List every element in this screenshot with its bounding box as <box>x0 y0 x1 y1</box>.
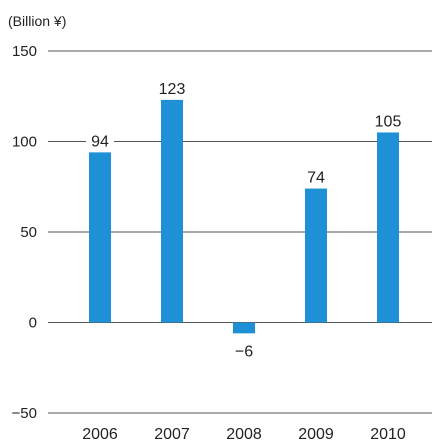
y-tick-label: 50 <box>20 224 37 241</box>
x-tick-label-2006: 2006 <box>82 426 118 440</box>
data-label-2009: 74 <box>307 170 325 187</box>
y-tick-label: 150 <box>12 43 37 60</box>
x-tick-label-2010: 2010 <box>370 426 406 440</box>
data-label-bg <box>86 131 114 151</box>
bar-2010 <box>377 132 399 323</box>
bar-2009 <box>305 188 327 323</box>
y-axis-ticks: 150 100 50 0 −50 <box>12 43 37 422</box>
data-label-2008: −6 <box>235 343 253 360</box>
bar-2007 <box>161 99 183 323</box>
y-tick-label: 0 <box>29 315 37 332</box>
x-tick-label-2008: 2008 <box>226 426 262 440</box>
bar-2008 <box>233 322 255 334</box>
y-tick-label: −50 <box>12 405 37 422</box>
data-label-2006: 94 <box>91 133 109 150</box>
bar-2006 <box>89 152 111 323</box>
unit-label: (Billion ¥) <box>8 13 66 29</box>
data-label-2007: 123 <box>159 81 186 98</box>
x-tick-label-2009: 2009 <box>298 426 334 440</box>
data-label-2010: 105 <box>375 113 402 130</box>
bars <box>89 99 399 334</box>
x-tick-label-2007: 2007 <box>154 426 190 440</box>
y-tick-label: 100 <box>12 134 37 151</box>
data-labels: 94 123 −6 74 105 <box>86 81 402 360</box>
x-axis-ticks: 2006 2007 2008 2009 2010 <box>82 426 406 440</box>
